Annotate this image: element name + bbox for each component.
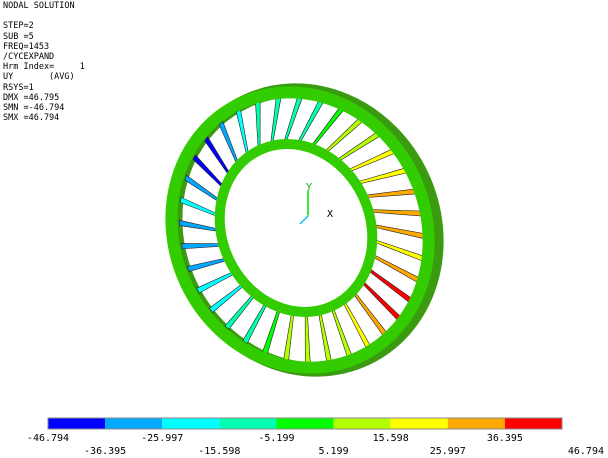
info-line: STEP=2 xyxy=(3,21,34,32)
blade xyxy=(184,174,219,202)
blade xyxy=(371,209,427,217)
legend-swatch xyxy=(219,418,277,429)
legend-label: -25.997 xyxy=(141,433,183,444)
info-line: NODAL SOLUTION xyxy=(3,1,75,11)
blade xyxy=(283,314,294,362)
legend-label: 46.794 xyxy=(568,446,604,457)
blade xyxy=(235,109,249,154)
legend-swatch xyxy=(162,418,220,429)
y-axis-label: Y xyxy=(306,182,312,193)
blade xyxy=(262,310,281,355)
blade xyxy=(196,271,234,294)
turbine-model xyxy=(165,83,444,377)
blade xyxy=(348,147,400,172)
blade xyxy=(284,96,304,141)
blade xyxy=(375,239,428,264)
info-line: SMX =46.794 xyxy=(3,113,60,124)
blade xyxy=(179,219,217,232)
legend-label: 15.598 xyxy=(373,433,409,444)
info-line: SMN =-46.794 xyxy=(3,103,65,113)
x-axis-label: X xyxy=(327,209,333,220)
legend-label: 36.395 xyxy=(487,433,523,444)
blade xyxy=(331,309,353,359)
blade xyxy=(224,295,255,330)
triad: Y X xyxy=(299,182,333,225)
legend-swatch xyxy=(105,418,163,429)
info-line: /CYCEXPAND xyxy=(3,52,55,62)
info-line: UY (AVG) xyxy=(3,72,75,83)
legend-swatch xyxy=(504,418,562,429)
blade xyxy=(242,304,267,344)
blade xyxy=(366,188,422,198)
legend-swatch xyxy=(447,418,505,429)
info-line: SUB =5 xyxy=(3,31,34,42)
blade xyxy=(358,166,412,184)
legend-label: -36.395 xyxy=(84,446,126,457)
blade xyxy=(375,224,429,241)
info-line: Hrm Index= 1 xyxy=(3,62,85,73)
legend-swatch xyxy=(48,418,106,429)
blade xyxy=(318,313,333,364)
outer-ring xyxy=(165,86,435,374)
blade xyxy=(208,284,244,313)
legend-label: -5.199 xyxy=(258,433,294,444)
legend-swatch xyxy=(390,418,448,429)
info-line: FREQ=1453 xyxy=(3,41,50,52)
blade xyxy=(270,96,282,143)
blade xyxy=(186,258,226,272)
blade xyxy=(180,196,217,217)
inner-ring xyxy=(214,139,378,317)
color-legend: -46.794 -36.395 -25.997 -15.598 -5.199 5.199 1… xyxy=(27,417,604,457)
info-line: DMX =46.795 xyxy=(3,92,60,103)
legend-label: 5.199 xyxy=(319,446,349,457)
blade xyxy=(181,243,221,250)
legend-frame xyxy=(47,417,563,430)
legend-swatch xyxy=(276,418,334,429)
blade xyxy=(304,315,311,364)
legend-label: -46.794 xyxy=(27,433,69,444)
blade xyxy=(255,101,261,147)
info-line: RSYS=1 xyxy=(3,82,34,93)
legend-label: 25.997 xyxy=(430,446,466,457)
legend-swatch xyxy=(333,418,391,429)
blade xyxy=(204,136,230,175)
blade xyxy=(218,121,239,164)
legend-label: -15.598 xyxy=(198,446,240,457)
